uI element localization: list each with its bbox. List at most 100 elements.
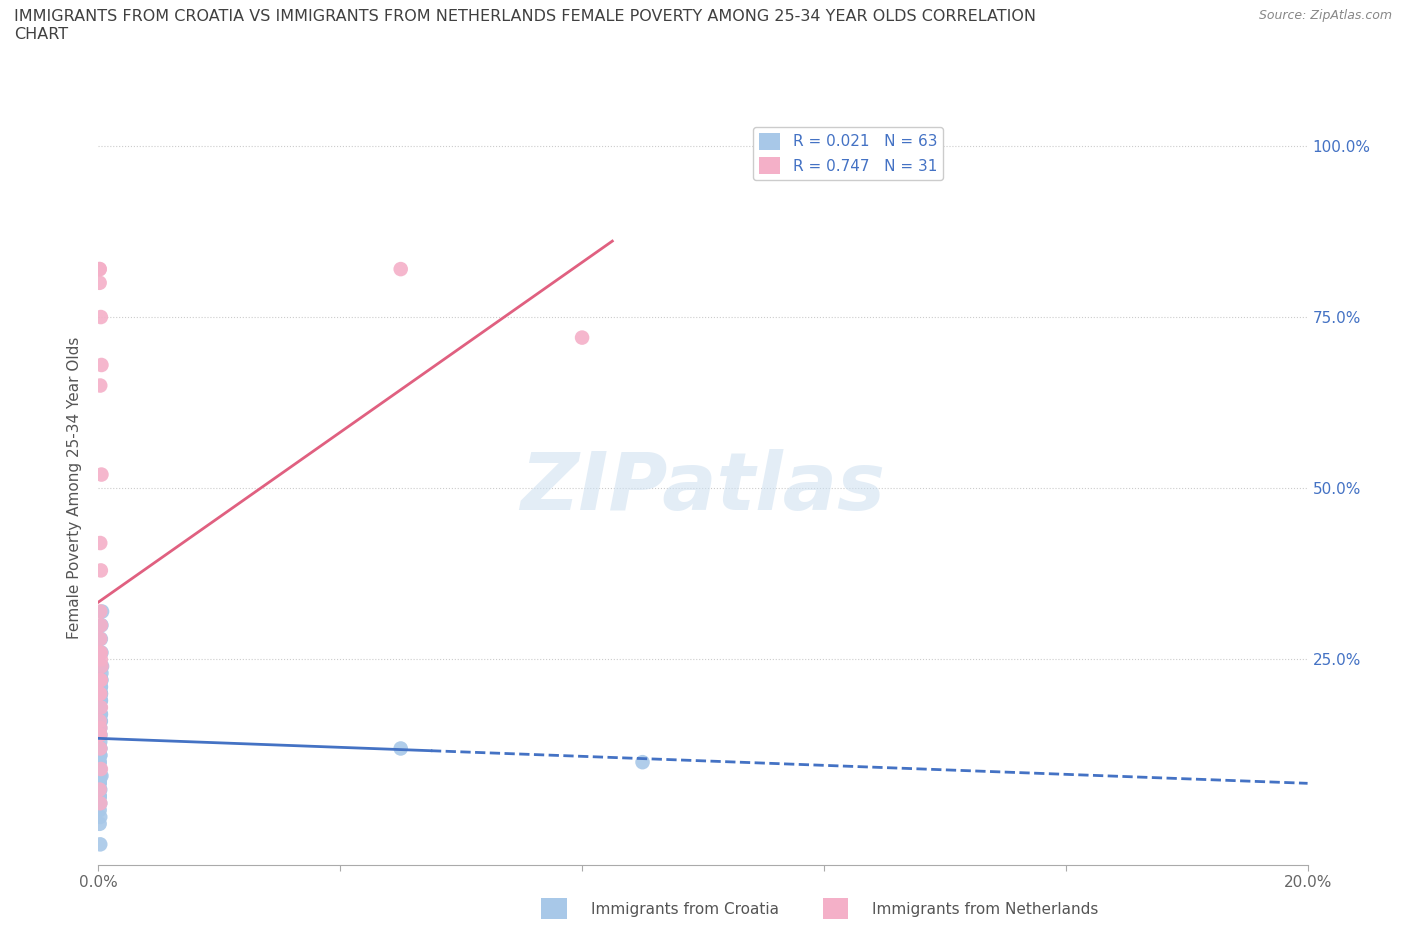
- Point: [89, 707, 111, 722]
- Point: [90, 618, 112, 632]
- Text: ZIPatlas: ZIPatlas: [520, 449, 886, 527]
- Point: [89, 762, 111, 777]
- Point: [89, 604, 111, 619]
- Point: [91, 658, 114, 673]
- Point: [89, 796, 111, 811]
- Point: [89, 782, 111, 797]
- Point: [89, 658, 111, 673]
- Point: [89, 837, 111, 852]
- Point: [89, 261, 111, 276]
- Point: [90, 563, 112, 578]
- Point: [89, 748, 111, 763]
- Point: [90, 645, 112, 660]
- Point: [89, 789, 111, 804]
- Point: [90, 672, 112, 687]
- Text: Source: ZipAtlas.com: Source: ZipAtlas.com: [1258, 9, 1392, 22]
- Point: [389, 741, 412, 756]
- Point: [90, 700, 112, 715]
- Point: [90, 672, 112, 687]
- Legend: R = 0.021   N = 63, R = 0.747   N = 31: R = 0.021 N = 63, R = 0.747 N = 31: [754, 126, 943, 179]
- Point: [90, 686, 112, 701]
- Point: [90, 357, 112, 372]
- Point: [89, 809, 111, 824]
- Point: [89, 776, 111, 790]
- Point: [90, 713, 112, 728]
- Point: [90, 686, 112, 701]
- Point: [90, 680, 112, 695]
- Point: [89, 727, 111, 742]
- Point: [90, 768, 112, 783]
- Point: [89, 275, 111, 290]
- Point: [89, 672, 111, 687]
- Point: [389, 261, 412, 276]
- Point: [571, 330, 593, 345]
- Point: [89, 536, 111, 551]
- Point: [89, 768, 111, 783]
- Point: [89, 768, 111, 783]
- Point: [89, 721, 111, 736]
- Text: Immigrants from Croatia: Immigrants from Croatia: [591, 902, 779, 917]
- Point: [89, 379, 111, 393]
- Y-axis label: Female Poverty Among 25-34 Year Olds: Female Poverty Among 25-34 Year Olds: [67, 337, 83, 640]
- Point: [89, 755, 111, 770]
- Point: [90, 686, 112, 701]
- Point: [89, 727, 111, 742]
- Point: [89, 755, 111, 770]
- Point: [89, 768, 111, 783]
- Point: [89, 686, 111, 701]
- Point: [89, 741, 111, 756]
- Point: [90, 666, 112, 681]
- Point: [90, 652, 112, 667]
- Point: [90, 645, 112, 660]
- Point: [90, 762, 112, 777]
- Point: [89, 782, 111, 797]
- Point: [90, 658, 112, 673]
- Point: [89, 741, 111, 756]
- Point: [89, 734, 111, 749]
- Point: [90, 618, 112, 632]
- Text: IMMIGRANTS FROM CROATIA VS IMMIGRANTS FROM NETHERLANDS FEMALE POVERTY AMONG 25-3: IMMIGRANTS FROM CROATIA VS IMMIGRANTS FR…: [14, 9, 1036, 42]
- Point: [89, 789, 111, 804]
- Point: [90, 672, 112, 687]
- Point: [89, 713, 111, 728]
- Point: [90, 467, 112, 482]
- Point: [89, 693, 111, 708]
- Point: [89, 803, 111, 817]
- Point: [89, 727, 111, 742]
- Text: Immigrants from Netherlands: Immigrants from Netherlands: [872, 902, 1098, 917]
- Point: [90, 707, 112, 722]
- Point: [89, 721, 111, 736]
- Point: [90, 631, 112, 646]
- Point: [90, 707, 112, 722]
- Point: [89, 727, 111, 742]
- Point: [631, 755, 654, 770]
- Point: [90, 693, 112, 708]
- Point: [89, 741, 111, 756]
- Point: [89, 782, 111, 797]
- Point: [89, 700, 111, 715]
- Point: [89, 782, 111, 797]
- Point: [89, 741, 111, 756]
- Point: [90, 693, 112, 708]
- Point: [89, 796, 111, 811]
- Point: [90, 680, 112, 695]
- Point: [89, 789, 111, 804]
- Point: [90, 310, 112, 325]
- Point: [89, 817, 111, 831]
- Point: [89, 713, 111, 728]
- Point: [89, 721, 111, 736]
- Point: [89, 700, 111, 715]
- Point: [89, 261, 111, 276]
- Point: [89, 796, 111, 811]
- Point: [90, 672, 112, 687]
- Point: [89, 776, 111, 790]
- Point: [89, 782, 111, 797]
- Point: [89, 631, 111, 646]
- Point: [89, 748, 111, 763]
- Point: [89, 686, 111, 701]
- Point: [89, 762, 111, 777]
- Point: [89, 713, 111, 728]
- Point: [91, 604, 114, 619]
- Point: [89, 776, 111, 790]
- Point: [89, 645, 111, 660]
